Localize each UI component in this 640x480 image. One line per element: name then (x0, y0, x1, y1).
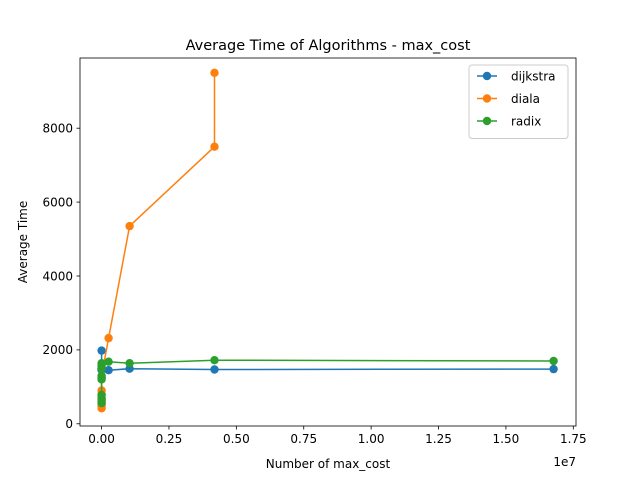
data-point-radix (97, 390, 106, 400)
data-point-radix (125, 359, 134, 368)
data-point-dijkstra (549, 364, 558, 374)
data-point-diala (104, 333, 113, 343)
legend-label-radix: radix (511, 114, 541, 128)
data-point-dijkstra (97, 346, 106, 355)
y-tick-label: 2000 (42, 343, 73, 357)
legend-marker-radix (482, 116, 492, 126)
legend: dijkstra diala radix (468, 64, 569, 139)
x-tick-label: 1.75 (560, 432, 587, 446)
y-tick-label: 8000 (42, 122, 73, 136)
x-tick-label: 0.25 (156, 432, 183, 446)
x-axis-label: Number of max_cost (266, 457, 391, 471)
x-tick-label: 0.75 (290, 432, 317, 446)
legend-label-dijkstra: dijkstra (511, 69, 555, 83)
x-tick-label: 0.00 (88, 432, 115, 446)
y-tick-label: 4000 (42, 269, 73, 283)
data-point-diala (210, 142, 219, 151)
y-tick-label: 0 (65, 417, 73, 431)
axes: 0.00 0.25 0.50 0.75 1.00 1.25 1.50 1.75 0 2000 400… (42, 57, 587, 446)
data-point-diala (125, 221, 134, 231)
y-axis-label: Average Time (16, 201, 30, 283)
chart-title: Average Time of Algorithms - max_cost (186, 38, 471, 54)
data-point-radix (104, 357, 113, 366)
x-tick-label: 1.00 (358, 432, 385, 446)
data-point-radix (210, 356, 219, 365)
x-tick-label: 1.50 (493, 432, 520, 446)
data-point-radix (97, 359, 106, 368)
x-tick-label: 1.25 (425, 432, 452, 446)
x-tick-label: 0.50 (223, 432, 250, 446)
plot-area (97, 68, 558, 413)
x-axis-offset-label: 1e7 (553, 455, 576, 469)
data-point-dijkstra (210, 365, 219, 374)
legend-box (468, 64, 569, 139)
legend-marker-dijkstra (482, 71, 492, 81)
axes-frame (79, 57, 577, 427)
data-point-radix (549, 356, 558, 366)
y-tick-label: 6000 (42, 195, 73, 209)
data-point-dijkstra (104, 366, 113, 375)
data-point-radix (97, 371, 106, 380)
legend-label-diala: diala (511, 92, 540, 106)
data-point-diala (210, 68, 219, 78)
legend-marker-diala (482, 94, 492, 103)
